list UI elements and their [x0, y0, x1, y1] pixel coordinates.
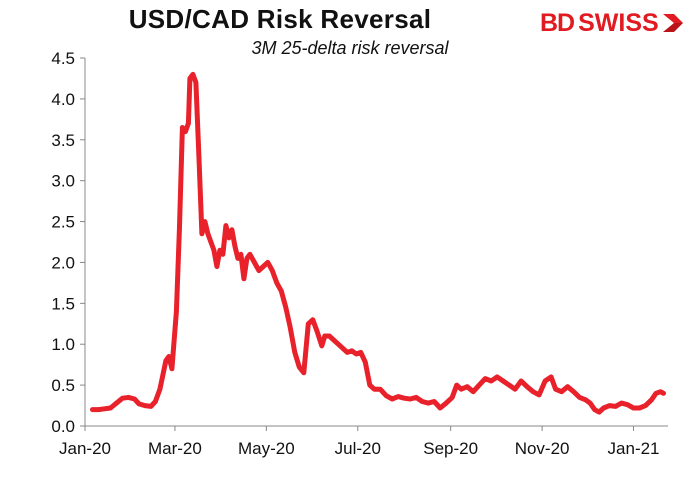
y-tick-label: 1.5: [51, 294, 75, 313]
logo-arrows-icon: [662, 14, 683, 32]
y-tick-label: 2.0: [51, 253, 75, 272]
y-tick-labels: 0.0 0.5 1.0 1.5 2.0 2.5 3.0 3.5 4.0 4.5: [51, 49, 75, 436]
x-tick-label: Jan-21: [608, 439, 660, 458]
chart-subtitle: 3M 25-delta risk reversal: [251, 38, 449, 58]
x-tick-label: Jul-20: [335, 439, 381, 458]
x-tick-label: Nov-20: [515, 439, 570, 458]
bdswiss-logo: BD SWISS: [540, 8, 685, 38]
y-tick-label: 2.5: [51, 213, 75, 232]
y-tick-label: 3.0: [51, 172, 75, 191]
x-tick-labels: Jan-20 Mar-20 May-20 Jul-20 Sep-20 Nov-20 Jan-…: [59, 439, 660, 458]
series-line: [90, 71, 666, 415]
logo-bd-text: BD: [540, 8, 575, 37]
x-tick-label: Mar-20: [148, 439, 202, 458]
y-tick-label: 1.0: [51, 335, 75, 354]
x-tick-label: Jan-20: [59, 439, 111, 458]
chart-title: USD/CAD Risk Reversal: [128, 4, 432, 34]
x-tick-label: May-20: [238, 439, 295, 458]
logo-swiss-text: SWISS: [578, 8, 659, 37]
y-tick-label: 4.5: [51, 49, 75, 68]
y-tick-label: 4.0: [51, 90, 75, 109]
y-tick-label: 0.5: [51, 376, 75, 395]
chart-axes: [80, 57, 668, 431]
y-tick-label: 0.0: [51, 417, 75, 436]
y-tick-label: 3.5: [51, 131, 75, 150]
x-tick-label: Sep-20: [423, 439, 478, 458]
